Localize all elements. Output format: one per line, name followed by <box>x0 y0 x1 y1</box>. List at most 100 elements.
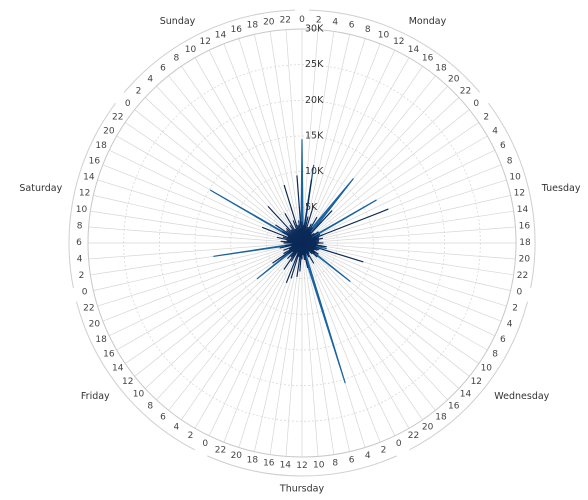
day-label-friday: Friday <box>81 391 110 402</box>
hour-label: 8 <box>507 157 513 167</box>
hour-label: 14 <box>460 390 472 400</box>
hour-label: 14 <box>83 172 95 182</box>
hour-label: 4 <box>332 18 338 28</box>
hour-label: 18 <box>247 21 259 31</box>
hour-label: 8 <box>332 459 338 469</box>
grid-spoke <box>181 65 303 244</box>
hour-label: 12 <box>393 37 404 47</box>
grid-spoke <box>254 242 303 452</box>
hour-label: 20 <box>422 422 434 432</box>
hour-label: 2 <box>483 112 489 122</box>
grid-ring <box>194 135 410 351</box>
series-b-spike <box>301 242 364 263</box>
grid-spoke <box>301 242 335 455</box>
hour-label: 2 <box>316 16 322 26</box>
hour-label: 20 <box>231 451 243 461</box>
grid-spoke <box>301 97 460 244</box>
grid-spoke <box>301 210 514 244</box>
grid-spoke <box>301 65 423 244</box>
series-layer <box>209 138 389 384</box>
radial-tick-label: 20K <box>305 95 324 106</box>
day-arc-thursday <box>207 455 397 477</box>
grid-spoke <box>269 31 303 244</box>
radial-tick-label: 15K <box>305 131 324 142</box>
hour-labels: 0 2 4 6 810121416182022024681012141618202202… <box>76 15 531 471</box>
hour-label: 12 <box>199 37 210 47</box>
hour-label: 22 <box>280 16 291 26</box>
hour-label: 14 <box>112 364 124 374</box>
hour-label: 4 <box>507 320 513 330</box>
grid-spoke <box>301 50 396 244</box>
hour-label: 4 <box>147 75 153 85</box>
hour-label: 14 <box>215 30 227 40</box>
hour-label: 22 <box>460 86 471 96</box>
hour-label: 0 <box>517 288 523 298</box>
hour-label: 16 <box>263 459 275 469</box>
series-b-spike <box>301 179 313 244</box>
grid-ring <box>265 206 339 280</box>
hour-label: 12 <box>79 188 90 198</box>
hour-label: 18 <box>95 141 107 151</box>
hour-label: 18 <box>247 455 259 465</box>
hour-label: 12 <box>122 377 133 387</box>
day-label-monday: Monday <box>409 16 447 27</box>
hour-label: 10 <box>185 45 197 55</box>
hour-label: 6 <box>349 21 355 31</box>
outer-ring <box>87 28 517 458</box>
hour-label: 4 <box>77 255 83 265</box>
hour-label: 2 <box>79 271 85 281</box>
hour-label: 22 <box>517 271 528 281</box>
grid-spoke <box>181 242 303 421</box>
grid-spoke <box>301 43 381 244</box>
hour-label: 8 <box>174 54 180 64</box>
grid-spoke <box>144 242 303 389</box>
day-arc-friday <box>76 301 195 451</box>
grid-ring <box>230 171 374 315</box>
radial-tick-label: 10K <box>305 166 324 177</box>
day-label-thursday: Thursday <box>279 484 325 495</box>
hour-label: 2 <box>136 86 142 96</box>
grid-spoke <box>93 195 303 244</box>
hour-label: 14 <box>280 460 292 470</box>
hour-label: 2 <box>381 446 387 456</box>
grid-spoke <box>88 226 303 244</box>
hour-label: 10 <box>133 390 145 400</box>
grid-spoke <box>208 50 303 244</box>
hour-label: 8 <box>492 350 498 360</box>
hour-label: 16 <box>519 221 531 231</box>
hour-label: 0 <box>202 439 208 449</box>
hour-label: 16 <box>231 25 243 35</box>
radial-tick-label: 30K <box>305 24 324 35</box>
grid-spoke <box>301 242 448 401</box>
day-arc-sunday <box>123 9 296 93</box>
hour-label: 16 <box>422 54 434 64</box>
series-b-spike <box>283 184 303 244</box>
hour-label: 0 <box>473 99 479 109</box>
hour-label: 22 <box>215 446 226 456</box>
hour-label: 18 <box>435 412 447 422</box>
day-labels: Monday Tuesday Wednesday Thursday Friday Satu… <box>19 16 580 495</box>
hour-label: 6 <box>76 238 82 248</box>
grid-spoke <box>109 242 303 337</box>
day-label-wednesday: Wednesday <box>494 391 549 402</box>
hour-label: 0 <box>82 288 88 298</box>
day-label-sunday: Sunday <box>160 16 196 27</box>
series-b-spike <box>267 205 303 244</box>
day-arc-tuesday <box>488 102 536 289</box>
hour-label: 6 <box>160 64 166 74</box>
hour-label: 20 <box>89 320 101 330</box>
hour-label: 20 <box>519 255 531 265</box>
day-label-saturday: Saturday <box>19 183 62 194</box>
hour-label: 10 <box>76 205 88 215</box>
hour-label: 4 <box>492 127 498 137</box>
grid-spoke <box>301 242 460 389</box>
hour-label: 12 <box>471 377 482 387</box>
hour-label: 12 <box>514 188 525 198</box>
grid-spoke <box>301 149 495 244</box>
polar-grid <box>87 28 517 458</box>
grid-spoke <box>109 149 303 244</box>
hour-label: 16 <box>89 157 101 167</box>
hour-label: 2 <box>512 304 518 314</box>
grid-ring <box>158 99 446 387</box>
hour-label: 18 <box>519 238 531 248</box>
